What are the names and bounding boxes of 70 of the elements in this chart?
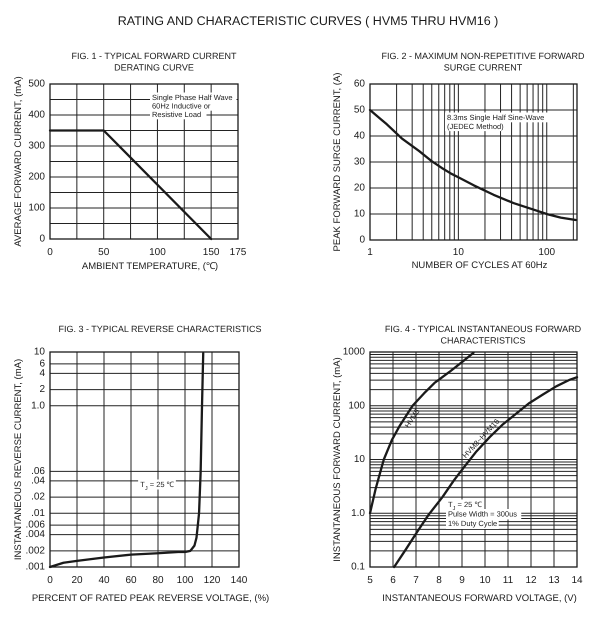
text: RATING AND CHARACTERISTIC CURVES ( HVM5 THRU HVM16 ) — [118, 14, 498, 28]
x-tick-label: 100 — [538, 247, 556, 258]
y-tick-label: 0.1 — [351, 562, 366, 572]
y-tick-label: .002 — [26, 545, 46, 556]
y-tick-label: 0 — [39, 234, 46, 244]
x-tick-label: 9 — [459, 575, 466, 586]
x-tick-label: 0 — [47, 247, 54, 258]
y-tick-label: .06 — [31, 466, 46, 477]
y-tick-label: 10 — [354, 208, 366, 220]
x-tick-label: 14 — [571, 575, 583, 586]
y-tick-label: 500 — [28, 78, 46, 90]
y-tick-label: 10 — [34, 346, 46, 358]
y-tick-label: .006 — [26, 520, 46, 531]
x-tick-label: 7 — [413, 575, 420, 586]
y-tick-label: 100 — [348, 400, 366, 412]
y-axis-title: INSTANTANEOUS FORWARD CURRENT, (mA) — [332, 357, 342, 562]
x-tick-label: 10 — [452, 247, 464, 258]
y-tick-label: 40 — [354, 130, 366, 142]
x-tick-label: 100 — [149, 247, 166, 258]
y-tick-label: 2 — [39, 384, 46, 396]
x-axis-title: INSTANTANEOUS FORWARD VOLTAGE, (V) — [382, 593, 577, 604]
y-tick-label: 6 — [39, 358, 46, 370]
x-tick-label: 6 — [390, 575, 396, 586]
x-tick-label: 120 — [204, 575, 221, 586]
x-tick-label: 50 — [98, 247, 110, 258]
y-axis-title: PEAK FORWARD SURGE CURRENT, (A) — [332, 72, 342, 252]
y-tick-label: 1.0 — [351, 508, 366, 519]
y-tick-label: 100 — [28, 202, 46, 214]
y-tick-label: 300 — [28, 140, 46, 152]
y-tick-label: 30 — [354, 156, 366, 168]
x-axis-title: PERCENT OF RATED PEAK REVERSE VOLTAGE, (%) — [32, 593, 270, 604]
x-tick-label: 12 — [525, 575, 537, 586]
x-axis-title: NUMBER OF CYCLES AT 60Hz — [412, 260, 548, 271]
x-tick-label: 13 — [548, 575, 560, 586]
y-tick-label: 400 — [28, 110, 46, 120]
y-tick-label: .01 — [31, 508, 46, 519]
x-axis-title: AMBIENT TEMPERATURE, (℃) — [82, 261, 218, 272]
y-tick-label: 60 — [354, 78, 366, 90]
x-tick-label: 150 — [202, 247, 220, 258]
y-tick-label: 1000 — [342, 346, 366, 358]
x-tick-label: 0 — [47, 575, 54, 586]
chart-title: FIG. 3 - TYPICAL REVERSE CHARACTERISTICS — [58, 324, 262, 334]
y-axis-title: AVERAGE FORWARD CURRENT, (mA) — [12, 76, 24, 247]
y-tick-label: 20 — [354, 182, 366, 194]
y-tick-label: 10 — [354, 454, 366, 465]
y-tick-label: .004 — [26, 529, 46, 540]
y-tick-label: 1.0 — [31, 400, 46, 412]
y-tick-label: 0 — [359, 234, 366, 246]
chart-title: FIG. 1 - TYPICAL FORWARD CURRENT DERATING CURVE — [71, 51, 238, 72]
y-tick-label: .001 — [26, 562, 46, 572]
x-tick-label: 1 — [367, 247, 374, 258]
x-tick-label: 5 — [367, 575, 374, 586]
x-tick-label: 80 — [152, 575, 164, 586]
x-tick-label: 40 — [98, 575, 110, 586]
y-tick-label: .04 — [31, 475, 46, 486]
chart-title: FIG. 2 - MAXIMUM NON-REPETITIVE FORWARD SURGE CURRENT — [381, 51, 585, 72]
x-tick-label: 175 — [230, 247, 247, 258]
y-tick-label: 200 — [28, 172, 46, 182]
x-tick-label: 8 — [436, 575, 442, 586]
chart-title: FIG. 4 - TYPICAL INSTANTANEOUS FORWARD CHARACTERISTICS — [384, 324, 582, 346]
y-tick-label: .02 — [31, 492, 46, 503]
y-axis-title: INSTANTANEOUS REVERSE CURRENT, (mA) — [12, 358, 24, 560]
y-tick-label: 4 — [39, 368, 46, 379]
x-tick-label: 100 — [176, 575, 194, 586]
x-tick-label: 11 — [502, 575, 514, 586]
x-tick-label: 60 — [125, 575, 137, 586]
x-tick-label: 10 — [479, 575, 491, 586]
y-tick-label: 50 — [354, 104, 366, 116]
x-tick-label: 140 — [230, 575, 248, 586]
x-tick-label: 20 — [71, 575, 83, 586]
